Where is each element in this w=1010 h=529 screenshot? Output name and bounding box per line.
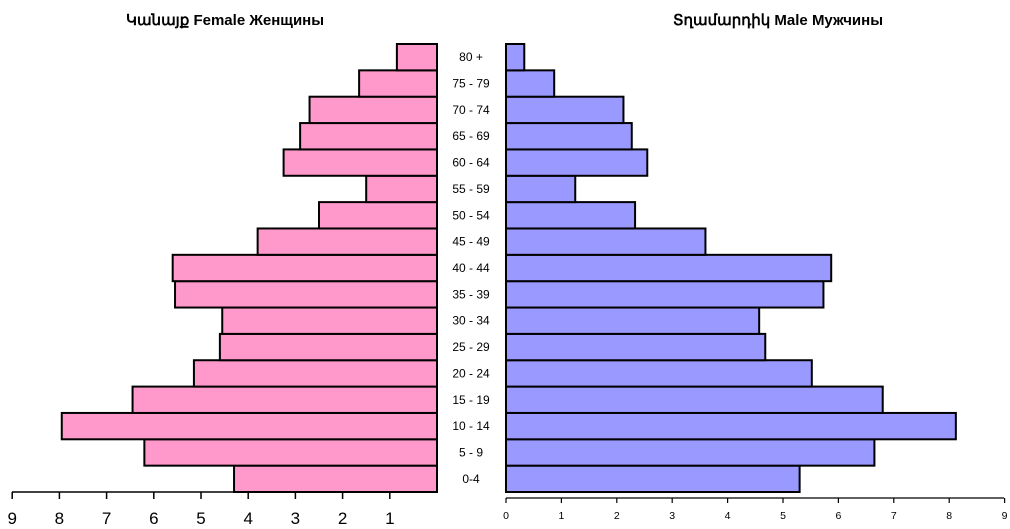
age-group-label: 10 - 14 — [452, 419, 490, 433]
age-group-label: 50 - 54 — [452, 208, 490, 222]
female-bar-0-4 — [233, 464, 438, 494]
male-x-axis: 0 1 2 3 4 5 6 7 8 9 — [503, 497, 1008, 522]
female-bar-80+ — [395, 43, 439, 72]
male-tick-label: 4 — [725, 510, 731, 522]
female-bar-40-44 — [171, 253, 438, 283]
female-bar-55-59 — [365, 174, 439, 204]
female-tick-label: 6 — [149, 509, 158, 528]
male-bar-55-59 — [505, 174, 577, 204]
male-bar-80+ — [505, 43, 526, 72]
male-bar-5-9 — [505, 438, 876, 467]
male-bar-0-4 — [505, 464, 801, 494]
male-bar-75-79 — [505, 69, 556, 98]
female-bar-group — [60, 43, 439, 494]
female-tick-label: 9 — [7, 509, 16, 528]
female-title: Կանայք Female Женщины — [126, 12, 324, 29]
age-group-label: 55 - 59 — [452, 182, 490, 196]
male-bar-35-39 — [505, 280, 825, 309]
age-group-label: 30 - 34 — [452, 314, 490, 328]
age-group-label: 20 - 24 — [452, 366, 490, 380]
female-tick-label: 3 — [291, 509, 300, 528]
age-label-group: 0-4 5 - 9 10 - 14 15 - 19 20 - 24 25 - 29 30 -… — [452, 50, 490, 486]
male-bar-60-64 — [505, 148, 649, 177]
female-bar-20-24 — [192, 359, 438, 388]
male-tick-label: 9 — [1002, 510, 1008, 522]
age-group-label: 25 - 29 — [452, 340, 490, 354]
female-bar-5-9 — [143, 438, 439, 467]
male-tick-label: 1 — [558, 510, 564, 522]
age-group-label: 5 - 9 — [459, 445, 483, 459]
age-group-label: 0-4 — [462, 472, 480, 486]
male-tick-label: 5 — [780, 510, 786, 522]
age-group-label: 15 - 19 — [452, 393, 490, 407]
female-tick-label: 1 — [385, 509, 394, 528]
male-tick-label: 0 — [503, 510, 509, 522]
male-tick-label: 7 — [891, 510, 897, 522]
male-tick-label: 6 — [835, 510, 841, 522]
age-group-label: 70 - 74 — [452, 103, 490, 117]
male-bar-10-14 — [505, 411, 957, 441]
male-tick-label: 3 — [669, 510, 675, 522]
age-group-label: 60 - 64 — [452, 156, 490, 170]
male-bar-25-29 — [505, 332, 767, 362]
female-bar-25-29 — [218, 332, 438, 362]
female-tick-label: 2 — [338, 509, 347, 528]
male-bar-45-49 — [505, 227, 707, 256]
male-bar-40-44 — [505, 253, 833, 283]
male-bar-30-34 — [505, 306, 761, 335]
age-group-label: 75 - 79 — [452, 77, 490, 91]
male-tick-label: 2 — [614, 510, 620, 522]
male-bar-50-54 — [505, 201, 637, 230]
female-bar-15-19 — [131, 385, 438, 414]
female-bar-60-64 — [282, 148, 438, 177]
female-x-axis: 9 8 7 6 5 4 3 2 1 — [7, 491, 437, 528]
female-bar-30-34 — [221, 306, 438, 335]
female-bar-50-54 — [318, 201, 438, 230]
age-group-label: 45 - 49 — [452, 235, 490, 249]
male-bar-15-19 — [505, 385, 884, 414]
age-group-label: 40 - 44 — [452, 261, 490, 275]
female-tick-label: 7 — [102, 509, 111, 528]
female-bar-70-74 — [308, 95, 438, 125]
female-bar-10-14 — [60, 411, 438, 441]
age-group-label: 80 + — [459, 50, 483, 64]
male-title: Տղամարդիկ Male Мужчины — [673, 12, 883, 29]
age-group-label: 65 - 69 — [452, 129, 490, 143]
male-tick-label: 8 — [946, 510, 952, 522]
male-bar-group — [505, 43, 957, 494]
age-group-label: 35 - 39 — [452, 287, 490, 301]
female-bar-45-49 — [256, 227, 439, 256]
female-tick-label: 4 — [243, 509, 252, 528]
male-bar-65-69 — [505, 122, 633, 151]
female-tick-label: 5 — [196, 509, 205, 528]
male-bar-20-24 — [505, 359, 813, 388]
female-bar-65-69 — [299, 122, 438, 151]
female-bar-35-39 — [174, 280, 438, 309]
male-bar-70-74 — [505, 95, 625, 125]
female-bar-75-79 — [358, 69, 438, 98]
female-tick-label: 8 — [55, 509, 64, 528]
